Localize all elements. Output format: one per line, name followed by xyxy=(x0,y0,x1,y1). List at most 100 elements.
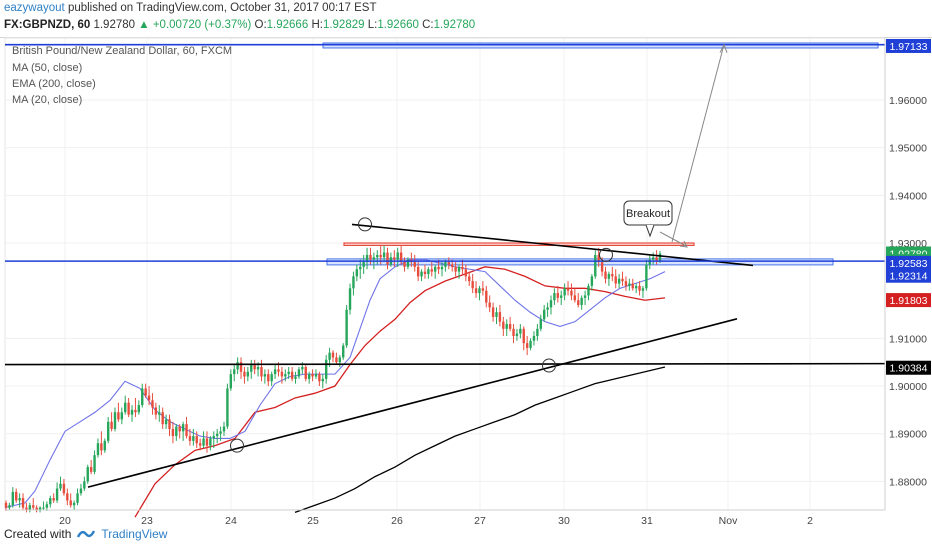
candle-body xyxy=(106,421,110,441)
candle-body xyxy=(352,276,355,289)
published-text: published on TradingView.com, October 31… xyxy=(67,2,377,14)
candle-body xyxy=(35,507,38,510)
candle-body xyxy=(454,266,457,272)
low-label: L: xyxy=(367,19,378,31)
candle-body xyxy=(304,366,307,379)
candle-body xyxy=(253,364,256,370)
candle-body xyxy=(263,374,267,377)
candle-body xyxy=(38,507,42,510)
tradingview-brand[interactable]: TradingView xyxy=(101,527,168,541)
candle-body xyxy=(202,438,205,446)
candle-body xyxy=(267,374,270,382)
candle-body xyxy=(151,400,154,408)
candle-body xyxy=(573,295,577,301)
candle-body xyxy=(195,436,198,444)
candle-body xyxy=(4,502,8,508)
candle-body xyxy=(324,359,328,379)
candle-body xyxy=(110,421,113,429)
candle-body xyxy=(130,409,134,415)
price-label: 1.92314 xyxy=(890,271,928,283)
y-tick-label: 1.94000 xyxy=(889,190,927,202)
breakout-label: Breakout xyxy=(626,208,670,220)
candle-body xyxy=(529,340,532,348)
candle-body xyxy=(519,328,522,334)
candle-body xyxy=(451,264,454,267)
pivot-circles xyxy=(230,217,613,453)
candle-body xyxy=(468,276,471,282)
publish-line: eazywayout published on TradingView.com,… xyxy=(4,2,377,14)
candle-body xyxy=(113,412,117,429)
candle-body xyxy=(246,371,250,377)
x-tick-label: 20 xyxy=(59,515,71,527)
candle-body xyxy=(583,295,587,298)
candle-body xyxy=(168,419,171,429)
x-tick-label: 27 xyxy=(474,515,486,527)
candle-body xyxy=(236,362,239,370)
candle-body xyxy=(430,269,433,272)
candle-body xyxy=(382,252,386,258)
candle-body xyxy=(498,312,502,322)
pivot-circle xyxy=(230,438,244,453)
candle-body xyxy=(215,433,219,437)
candle-body xyxy=(79,488,83,494)
candle-body xyxy=(549,300,553,308)
candle-body xyxy=(594,254,597,277)
candle-body xyxy=(590,276,594,286)
candle-body xyxy=(597,254,600,263)
candle-body xyxy=(144,388,147,396)
candle-body xyxy=(478,288,481,294)
candle-body xyxy=(444,262,447,267)
candle-body xyxy=(386,252,389,265)
candle-body xyxy=(474,288,478,294)
candle-body xyxy=(76,493,79,503)
candle-body xyxy=(614,276,617,284)
candle-body xyxy=(154,407,158,415)
candle-body xyxy=(611,274,614,277)
candle-body xyxy=(580,297,583,305)
x-tick-label: 30 xyxy=(558,515,570,527)
candle-body xyxy=(372,257,376,260)
author-link[interactable]: eazywayout xyxy=(4,2,65,14)
price-label-box xyxy=(886,255,931,270)
candle-body xyxy=(658,253,662,262)
pivot-circle xyxy=(358,217,372,232)
change-value: +0.00720 (+0.37%) xyxy=(152,19,252,31)
candle-body xyxy=(393,257,396,260)
price-axis: 1.960001.950001.940001.930001.910001.900… xyxy=(884,38,931,510)
candle-body xyxy=(222,426,226,432)
candle-body xyxy=(86,467,89,482)
candle-body xyxy=(563,288,566,296)
candle-body xyxy=(505,324,508,329)
candle-body xyxy=(301,366,304,370)
candle-body xyxy=(512,328,515,336)
time-axis: 20 23 24 25 26 27 30 31 Nov 2 xyxy=(5,509,885,527)
footer: Created with TradingView xyxy=(4,527,167,541)
price-label: 1.91803 xyxy=(890,295,928,307)
candle-body xyxy=(21,498,25,508)
candle-body xyxy=(120,412,124,420)
candle-body xyxy=(607,274,611,279)
candle-body xyxy=(290,371,294,379)
candle-body xyxy=(62,483,66,494)
candle-body xyxy=(648,259,651,265)
candle-body xyxy=(338,357,342,363)
price-label: 1.90384 xyxy=(890,363,928,375)
candle-body xyxy=(461,266,464,270)
candle-body xyxy=(45,504,49,508)
candle-body xyxy=(273,369,277,375)
candle-body xyxy=(365,254,369,263)
candle-body xyxy=(651,257,655,260)
candle-body xyxy=(318,374,321,382)
candle-body xyxy=(96,443,100,456)
candle-body xyxy=(161,412,164,425)
candle-body xyxy=(570,290,573,296)
candle-body xyxy=(536,328,539,336)
candle-body xyxy=(147,395,151,401)
trendline xyxy=(4,362,886,366)
candle-body xyxy=(270,374,273,382)
candle-body xyxy=(406,259,410,267)
candle-body xyxy=(532,335,536,341)
candle-body xyxy=(89,467,93,472)
price-label-box xyxy=(886,268,931,283)
